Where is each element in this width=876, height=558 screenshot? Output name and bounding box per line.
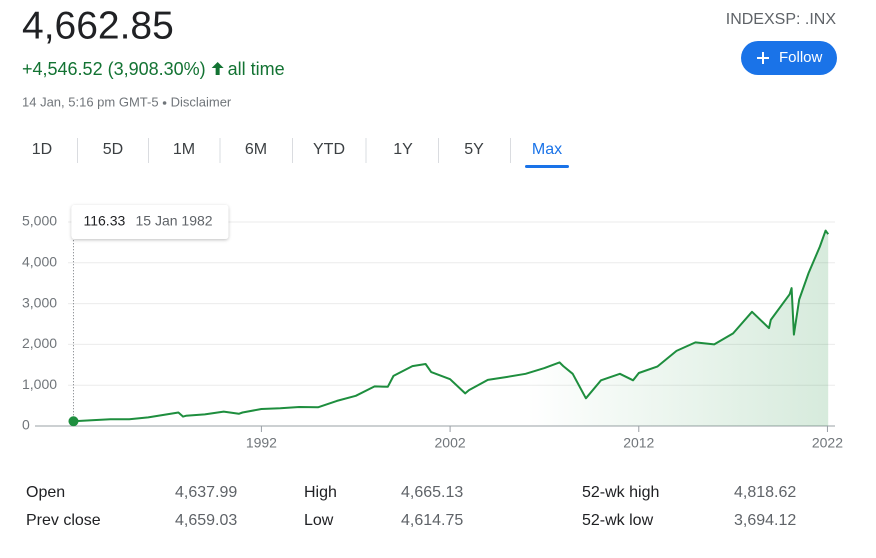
change: +4,546.52 (3,908.30%) [22,59,206,79]
ticker: INDEXSP: .INX [726,11,837,28]
x-tick-label: 2002 [435,435,466,451]
stat-value: 4,665.13 [401,484,463,501]
x-tick-label: 2022 [812,435,843,451]
stat-value: 4,614.75 [401,512,463,529]
y-tick-label: 5,000 [22,213,57,229]
range-tabs: 1D 5D 1M 6M YTD 1Y 5Y Max [32,138,569,168]
stat-value: 4,818.62 [734,484,796,501]
tab[interactable]: 5Y [464,141,484,158]
tab-underline [525,165,569,168]
plus-icon[interactable] [757,52,769,64]
stat-value: 4,659.03 [175,512,237,529]
tab[interactable]: 1M [173,141,195,158]
area [73,230,829,426]
tab[interactable]: Max [532,141,562,158]
stat-label: Low [304,512,334,529]
y-tick-label: 4,000 [22,254,57,270]
tab[interactable]: YTD [313,141,345,158]
disclaimer[interactable]: Disclaimer [171,94,232,109]
x-tick-label: 1992 [246,435,277,451]
tooltip-date: 15 Jan 1982 [135,213,212,229]
y-tick-label: 0 [22,417,30,433]
tab[interactable]: 1D [32,141,52,158]
tab[interactable]: 5D [103,141,123,158]
follow-button[interactable]: Follow [741,41,837,75]
stats-table: Open 4,637.99 High 4,665.13 52-wk high 4,818.… [26,484,796,529]
x-tick-label: 2012 [623,435,654,451]
separator [162,101,167,105]
y-tick-label: 1,000 [22,376,57,392]
stat-label: Open [26,484,65,501]
tab[interactable]: 6M [245,141,267,158]
chart: 0 1,000 2,000 3,000 4,000 5,000 1992 2002 2012 20… [22,205,843,451]
follow-bg[interactable] [741,41,837,75]
tooltip [71,205,229,239]
up-arrow [211,62,224,75]
cursor-dot [68,416,79,427]
y-tick-label: 2,000 [22,335,57,351]
y-tick-label: 3,000 [22,294,57,310]
price: 4,662.85 [22,4,174,47]
tooltip-value: 116.33 [83,213,125,229]
stat-label: High [304,484,337,501]
stat-label: 52-wk high [582,484,659,501]
stat-value: 4,637.99 [175,484,237,501]
change-period: all time [228,59,285,79]
stat-label: Prev close [26,512,101,529]
stat-value: 3,694.12 [734,512,796,529]
follow-label[interactable]: Follow [779,49,823,66]
stat-label: 52-wk low [582,512,654,529]
timestamp: 14 Jan, 5:16 pm GMT-5 [22,94,159,109]
tab[interactable]: 1Y [393,141,413,158]
line [73,229,830,423]
